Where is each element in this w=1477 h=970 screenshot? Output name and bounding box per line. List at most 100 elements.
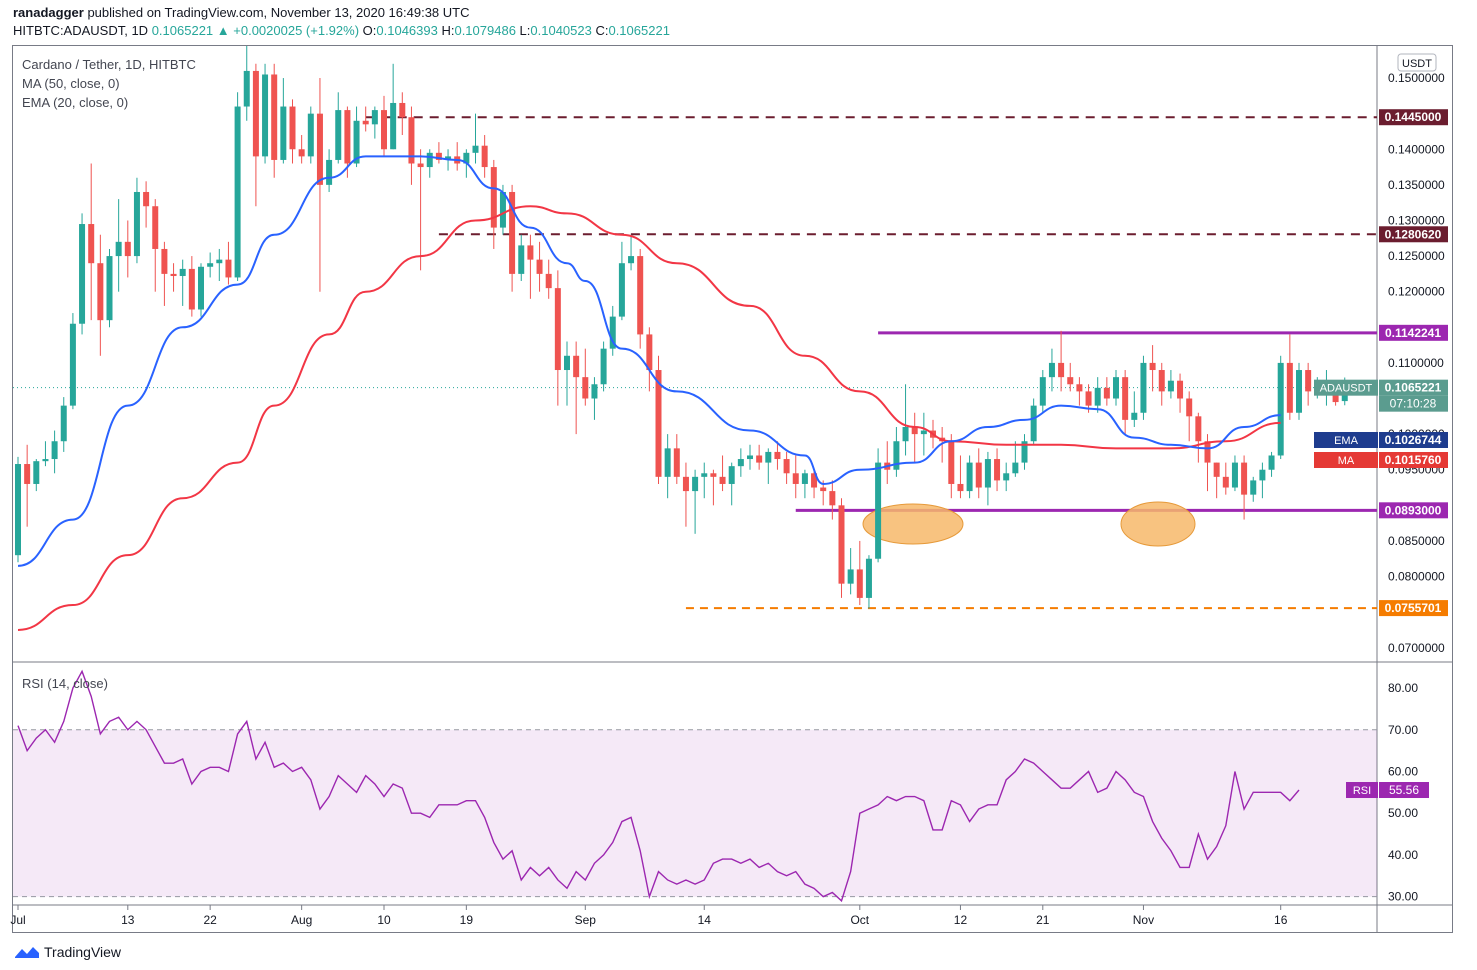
candle-body (472, 145, 479, 153)
candle-body (326, 159, 333, 185)
candle-body (673, 448, 680, 477)
candle-body (335, 110, 342, 160)
time-tick-label: 12 (954, 913, 968, 927)
time-tick-label: 19 (460, 913, 474, 927)
candle-body (728, 466, 735, 484)
candle-body (856, 569, 863, 598)
candle-body (710, 473, 717, 477)
price-tick-label: 0.1400000 (1388, 142, 1445, 156)
badge-name-box (1314, 432, 1378, 448)
badge-value: 0.1065221 (1385, 381, 1442, 395)
badge-name: EMA (1334, 435, 1359, 447)
time-tick-label: 22 (203, 913, 217, 927)
candle-body (79, 224, 86, 324)
candle-body (609, 316, 616, 349)
chart-frame (12, 45, 1453, 933)
publish-line: ranadagger published on TradingView.com,… (13, 5, 469, 20)
rsi-name: RSI (1353, 785, 1371, 797)
candle-body (390, 102, 397, 150)
time-tick-label: Jul (10, 913, 25, 927)
candle-body (24, 464, 31, 484)
candle-body (820, 487, 827, 492)
level-badge-label: 0.1445000 (1385, 110, 1442, 124)
legend-rsi[interactable]: RSI (14, close) (22, 676, 108, 691)
candle-body (554, 288, 561, 371)
tradingview-brand[interactable]: TradingView (14, 944, 121, 960)
candle-body (42, 459, 49, 462)
last-price: 0.1065221 (151, 23, 214, 38)
candle-body (463, 152, 470, 164)
candle-body (353, 120, 360, 164)
candle-body (481, 145, 488, 168)
candle-body (289, 106, 296, 150)
candle-body (838, 505, 845, 584)
candle-body (316, 113, 323, 185)
legend-ma[interactable]: MA (50, close, 0) (22, 76, 120, 91)
rsi-tick-label: 50.00 (1388, 806, 1418, 820)
level-badge-label: 0.0755701 (1385, 601, 1442, 615)
legend-ema[interactable]: EMA (20, close, 0) (22, 95, 129, 110)
rsi-tick-label: 60.00 (1388, 764, 1418, 778)
candle-body (1305, 370, 1312, 392)
candle-body (106, 256, 113, 321)
price-tick-label: 0.0850000 (1388, 534, 1445, 548)
candle-body (984, 459, 991, 488)
rsi-line (17, 669, 1300, 903)
candle-body (490, 167, 497, 228)
author[interactable]: ranadagger (13, 5, 84, 20)
rsi-value: 55.56 (1389, 783, 1419, 797)
level-badge-label: 0.0893000 (1385, 503, 1442, 517)
time-tick-label: 13 (121, 913, 135, 927)
rsi-tick-label: 30.00 (1388, 890, 1418, 904)
rsi-value-box (1379, 782, 1429, 799)
candle-body (1231, 462, 1238, 488)
badge-name: MA (1338, 455, 1355, 467)
candle-body (682, 476, 689, 492)
candle-body (280, 106, 287, 160)
candle-body (298, 149, 305, 157)
candle-body (1186, 398, 1193, 417)
candle-body (1021, 441, 1028, 463)
rsi-tick-label: 40.00 (1388, 848, 1418, 862)
level-badge (1379, 502, 1448, 519)
candle-body (179, 268, 186, 277)
candle-body (1103, 387, 1110, 399)
rsi-tick-label: 80.00 (1388, 681, 1418, 695)
candle-body (765, 451, 772, 463)
candle-body (911, 426, 918, 435)
countdown-box (1379, 395, 1448, 412)
candle-body (1158, 370, 1165, 392)
candle-body (381, 110, 387, 150)
legend-title: Cardano / Tether, 1D, HITBTC (22, 57, 196, 72)
candle-body (225, 259, 232, 278)
candle-body (1048, 362, 1055, 378)
badge-value-box (1379, 432, 1448, 448)
candle-body (124, 241, 131, 257)
candle-body (1113, 377, 1119, 399)
candle-body (1012, 462, 1019, 474)
candle-body (966, 462, 973, 492)
candle-body (847, 569, 854, 584)
candle-body (591, 384, 598, 399)
candle-body (783, 459, 790, 474)
badge-value: 0.1015760 (1385, 453, 1442, 467)
candle-body (893, 441, 900, 470)
candle-body (701, 473, 708, 477)
high-label: H: (441, 23, 455, 38)
price-tick-label: 0.1250000 (1388, 249, 1445, 263)
candle-body (920, 430, 927, 435)
low-value: 0.1040523 (530, 23, 592, 38)
candle-body (51, 441, 58, 460)
symbol: HITBTC:ADAUSDT, 1D (13, 23, 149, 38)
candle-body (1039, 377, 1046, 406)
candle-body (344, 110, 351, 164)
candles-group (15, 46, 1348, 609)
candle-body (1149, 362, 1156, 371)
candle-body (1213, 462, 1220, 477)
candle-body (1195, 416, 1202, 442)
candle-body (417, 163, 424, 168)
open-label: O: (362, 23, 377, 38)
countdown-label: 07:10:28 (1390, 397, 1437, 411)
candle-body (536, 259, 543, 274)
